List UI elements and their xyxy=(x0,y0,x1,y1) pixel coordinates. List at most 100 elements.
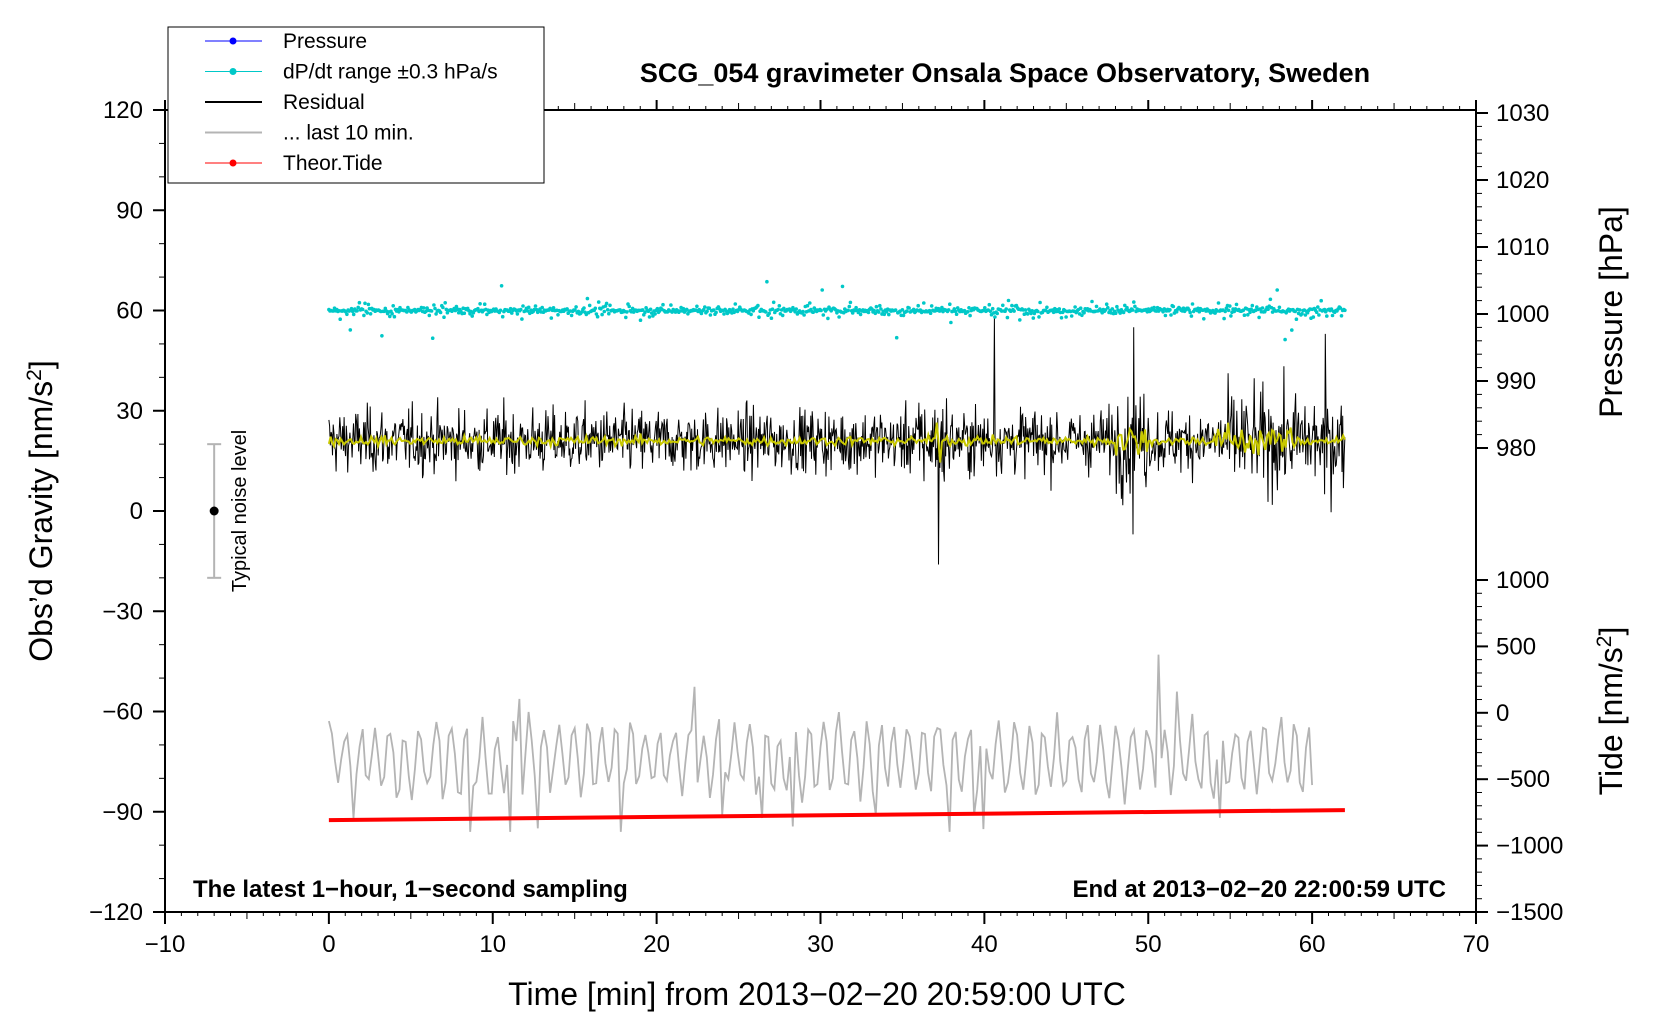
dpdt-point xyxy=(850,311,855,315)
dpdt-point xyxy=(1311,315,1316,319)
legend-box xyxy=(167,26,545,184)
dpdt-point xyxy=(1113,311,1118,316)
dpdt-point xyxy=(1297,308,1302,312)
dpdt-point xyxy=(1300,312,1304,316)
dpdt-point xyxy=(556,313,560,317)
dpdt-point xyxy=(703,305,707,309)
ticks-layer: −10 0 10 20 30 40 50 60 701209060300−30−60−90−12… xyxy=(89,97,1563,958)
dpdt-point xyxy=(770,307,775,312)
dpdt-point xyxy=(441,305,445,310)
x-tick-label: 0 xyxy=(322,931,335,958)
dpdt-point xyxy=(596,300,601,304)
dpdt-point xyxy=(1104,302,1109,307)
dpdt-point xyxy=(1314,310,1319,315)
dpdt-point xyxy=(1317,313,1321,317)
dpdt-point xyxy=(840,284,845,289)
dpdt-point xyxy=(1090,299,1094,304)
dpdt-point xyxy=(427,313,432,318)
dpdt-point xyxy=(765,279,769,284)
y-axis-title-pressure: Pressure [hPa] xyxy=(1593,206,1629,418)
dpdt-point xyxy=(1316,305,1320,309)
dpdt-point xyxy=(1325,314,1329,318)
dpdt-point xyxy=(949,320,953,325)
dpdt-point xyxy=(874,304,879,309)
dpdt-point xyxy=(1226,308,1231,313)
dpdt-point xyxy=(1303,313,1308,317)
dpdt-point xyxy=(499,284,504,288)
dpdt-point xyxy=(362,313,366,318)
dpdt-point xyxy=(1283,337,1287,342)
dpdt-point xyxy=(722,312,726,316)
dpdt-point xyxy=(995,311,999,316)
dpdt-point xyxy=(847,304,852,309)
dpdt-point xyxy=(966,310,970,314)
legend: Pressure dP/dt range ±0.3 hPa/s Residual..… xyxy=(167,26,545,184)
dpdt-point xyxy=(1257,315,1261,320)
dpdt-point xyxy=(587,303,592,308)
dpdt-point xyxy=(928,311,933,316)
dpdt-point xyxy=(712,308,716,312)
y-tick-label: −90 xyxy=(102,799,143,826)
dpdt-point xyxy=(1006,298,1011,303)
dpdt-point xyxy=(638,318,643,323)
dpdt-point xyxy=(801,309,805,314)
dpdt-point xyxy=(595,314,600,319)
dpdt-point xyxy=(338,317,343,322)
dpdt-point xyxy=(551,306,556,310)
dpdt-point xyxy=(421,306,426,310)
y-tick-label: 120 xyxy=(103,97,143,124)
dpdt-point xyxy=(1169,313,1173,317)
dpdt-point xyxy=(442,315,446,320)
dpdt-point xyxy=(905,309,909,313)
dpdt-point xyxy=(521,304,525,308)
dpdt-point xyxy=(882,312,887,317)
pressure-tick-label: 1000 xyxy=(1496,301,1549,328)
dpdt-point xyxy=(1338,306,1343,310)
dpdt-point xyxy=(594,312,599,316)
dpdt-point xyxy=(1277,305,1282,310)
dpdt-point xyxy=(1319,298,1323,303)
dpdt-point xyxy=(625,310,629,314)
dpdt-point xyxy=(1163,313,1168,318)
dpdt-point xyxy=(1110,307,1115,311)
dpdt-point xyxy=(769,316,774,321)
dpdt-point xyxy=(948,302,952,307)
dpdt-point xyxy=(345,312,349,317)
dpdt-point xyxy=(1001,303,1005,308)
dpdt-point xyxy=(390,311,394,316)
dpdt-point xyxy=(686,312,690,316)
dpdt-point xyxy=(454,304,459,309)
dpdt-point xyxy=(1275,288,1279,292)
residual-line xyxy=(328,317,1346,565)
y-axis-title-left-close: ] xyxy=(23,360,59,369)
y-tick-label: 0 xyxy=(130,498,143,525)
legend-label: Theor.Tide xyxy=(283,152,383,175)
dpdt-point xyxy=(1064,315,1068,319)
dpdt-point xyxy=(476,306,480,311)
dpdt-point xyxy=(582,306,586,310)
dpdt-point xyxy=(922,301,926,305)
dpdt-point xyxy=(643,310,647,315)
dpdt-point xyxy=(574,305,578,309)
dpdt-point xyxy=(1250,303,1255,308)
legend-label: ... last 10 min. xyxy=(283,122,414,145)
dpdt-point xyxy=(462,311,467,316)
dpdt-point xyxy=(946,308,951,312)
dpdt-point xyxy=(987,302,992,307)
dpdt-point xyxy=(669,303,673,307)
tide-tick-label: 1000 xyxy=(1496,567,1549,594)
dpdt-point xyxy=(357,300,362,305)
x-tick-label: 70 xyxy=(1463,931,1490,958)
dpdt-point xyxy=(1023,308,1028,312)
legend-swatch-dot xyxy=(229,159,237,167)
dpdt-point xyxy=(366,302,371,307)
dpdt-point xyxy=(1045,305,1049,310)
dpdt-point xyxy=(731,307,735,312)
pressure-tick-label: 1030 xyxy=(1496,100,1549,127)
plot-frame xyxy=(164,109,1477,913)
pressure-tick-label: 980 xyxy=(1496,435,1536,462)
x-axis-title: Time [min] from 2013−02−20 20:59:00 UTC xyxy=(508,976,1126,1012)
dpdt-point xyxy=(482,302,487,307)
dpdt-point xyxy=(782,306,786,311)
